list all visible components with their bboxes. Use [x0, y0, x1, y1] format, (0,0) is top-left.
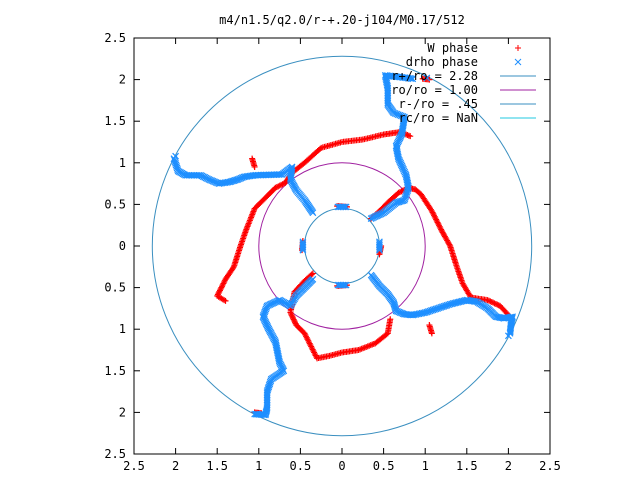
- y-tick-label: 0: [119, 239, 126, 253]
- legend-label: W phase: [427, 41, 478, 55]
- chart-title: m4/n1.5/q2.0/r-+.20-j104/M0.17/512: [219, 13, 465, 27]
- y-tick-label: 1: [119, 156, 126, 170]
- y-tick-label: 0.5: [104, 281, 126, 295]
- x-tick-label: 1: [255, 459, 262, 473]
- x-tick-label: 1.5: [206, 459, 228, 473]
- x-tick-label: 2: [505, 459, 512, 473]
- y-tick-label: 2.5: [104, 447, 126, 461]
- background: [0, 0, 640, 480]
- x-tick-label: 2.5: [123, 459, 145, 473]
- y-tick-label: 2.5: [104, 31, 126, 45]
- y-tick-label: 1.5: [104, 364, 126, 378]
- y-tick-label: 0.5: [104, 197, 126, 211]
- legend-label: rc/ro = NaN: [399, 111, 478, 125]
- y-tick-label: 2: [119, 405, 126, 419]
- x-tick-label: 0.5: [290, 459, 312, 473]
- x-tick-label: 1: [422, 459, 429, 473]
- legend-label: r+/ro = 2.28: [391, 69, 478, 83]
- x-tick-label: 1.5: [456, 459, 478, 473]
- x-tick-label: 0.5: [373, 459, 395, 473]
- legend-label: ro/ro = 1.00: [391, 83, 478, 97]
- phase-plot: m4/n1.5/q2.0/r-+.20-j104/M0.17/512 2.5 2 1…: [0, 0, 640, 480]
- y-tick-label: 1.5: [104, 114, 126, 128]
- y-tick-label: 2: [119, 73, 126, 87]
- legend-label: r-/ro = .45: [399, 97, 478, 111]
- x-tick-label: 0: [338, 459, 345, 473]
- x-tick-label: 2.5: [539, 459, 561, 473]
- legend-label: drho phase: [406, 55, 478, 69]
- x-tick-label: 2: [172, 459, 179, 473]
- y-tick-label: 1: [119, 322, 126, 336]
